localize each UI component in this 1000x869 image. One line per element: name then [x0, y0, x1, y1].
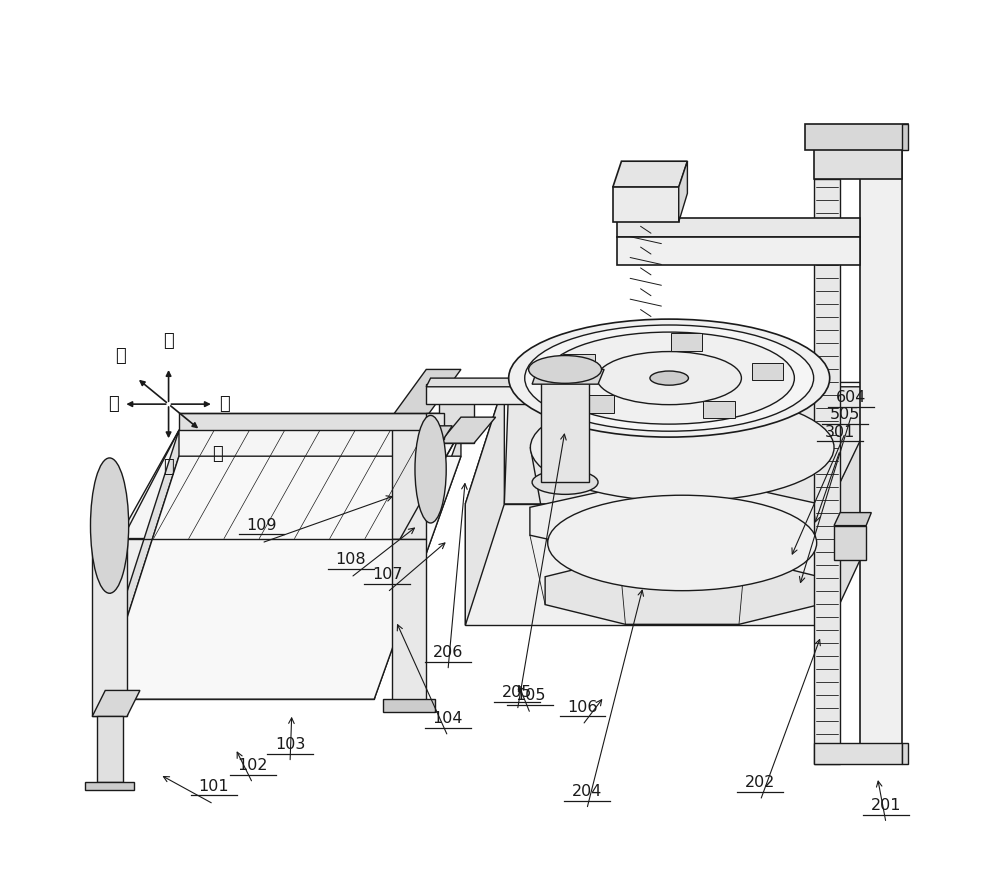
Polygon shape [613, 162, 687, 187]
Ellipse shape [650, 371, 688, 385]
Text: 505: 505 [830, 408, 860, 422]
Polygon shape [834, 513, 871, 526]
Ellipse shape [597, 352, 741, 405]
Text: 103: 103 [275, 737, 305, 752]
Polygon shape [617, 217, 860, 236]
Text: 604: 604 [836, 390, 867, 405]
Polygon shape [118, 430, 461, 539]
Polygon shape [374, 430, 461, 700]
Polygon shape [101, 430, 179, 700]
Polygon shape [752, 363, 783, 381]
Text: 204: 204 [572, 784, 602, 799]
Ellipse shape [90, 458, 129, 594]
Ellipse shape [544, 332, 794, 424]
Text: 206: 206 [433, 645, 463, 660]
Polygon shape [504, 387, 886, 504]
Polygon shape [830, 382, 886, 626]
Polygon shape [101, 539, 400, 700]
Polygon shape [439, 417, 496, 443]
Polygon shape [97, 716, 123, 781]
Polygon shape [679, 162, 687, 222]
Text: 106: 106 [567, 700, 598, 714]
Polygon shape [814, 178, 840, 764]
Polygon shape [383, 700, 435, 712]
Polygon shape [902, 124, 908, 150]
Ellipse shape [509, 319, 830, 437]
Text: 301: 301 [825, 425, 855, 440]
Polygon shape [92, 539, 127, 716]
Text: 上: 上 [163, 332, 174, 350]
Ellipse shape [532, 470, 598, 494]
Text: 109: 109 [246, 518, 277, 533]
Polygon shape [426, 426, 452, 439]
Polygon shape [703, 401, 735, 419]
Ellipse shape [415, 415, 446, 523]
Polygon shape [85, 781, 134, 790]
Text: 107: 107 [372, 567, 402, 582]
Polygon shape [805, 124, 908, 150]
Polygon shape [860, 144, 902, 764]
Polygon shape [902, 742, 908, 764]
Polygon shape [392, 369, 461, 417]
Polygon shape [392, 539, 426, 704]
Ellipse shape [525, 325, 814, 431]
Polygon shape [465, 382, 886, 504]
Polygon shape [101, 456, 461, 700]
Text: 105: 105 [515, 688, 546, 704]
Text: 左: 左 [109, 395, 119, 413]
Polygon shape [426, 413, 444, 439]
Polygon shape [671, 334, 702, 351]
Ellipse shape [548, 495, 817, 591]
Polygon shape [545, 557, 819, 624]
Polygon shape [814, 144, 902, 178]
Polygon shape [617, 236, 860, 265]
Polygon shape [563, 354, 595, 371]
Ellipse shape [529, 355, 602, 383]
Text: 101: 101 [198, 779, 229, 793]
Text: 下: 下 [163, 459, 174, 476]
Text: 201: 201 [871, 798, 901, 813]
Text: 102: 102 [237, 758, 268, 773]
Ellipse shape [530, 394, 834, 501]
Text: 右: 右 [219, 395, 229, 413]
Text: 108: 108 [335, 552, 366, 567]
Polygon shape [613, 187, 679, 222]
Polygon shape [179, 413, 461, 430]
Polygon shape [814, 742, 902, 764]
Polygon shape [530, 488, 834, 555]
Text: 205: 205 [502, 685, 533, 700]
Polygon shape [439, 395, 474, 443]
Polygon shape [101, 673, 374, 700]
Text: 后: 后 [212, 445, 223, 462]
Text: 202: 202 [745, 775, 775, 790]
Polygon shape [92, 691, 140, 716]
Polygon shape [465, 382, 504, 626]
Polygon shape [834, 526, 866, 561]
Text: 前: 前 [115, 348, 126, 366]
Polygon shape [583, 395, 614, 413]
Polygon shape [465, 504, 830, 626]
Polygon shape [541, 378, 589, 482]
Polygon shape [426, 378, 608, 387]
Polygon shape [426, 384, 604, 404]
Polygon shape [392, 417, 426, 539]
Text: 104: 104 [433, 711, 463, 726]
Polygon shape [532, 369, 604, 384]
